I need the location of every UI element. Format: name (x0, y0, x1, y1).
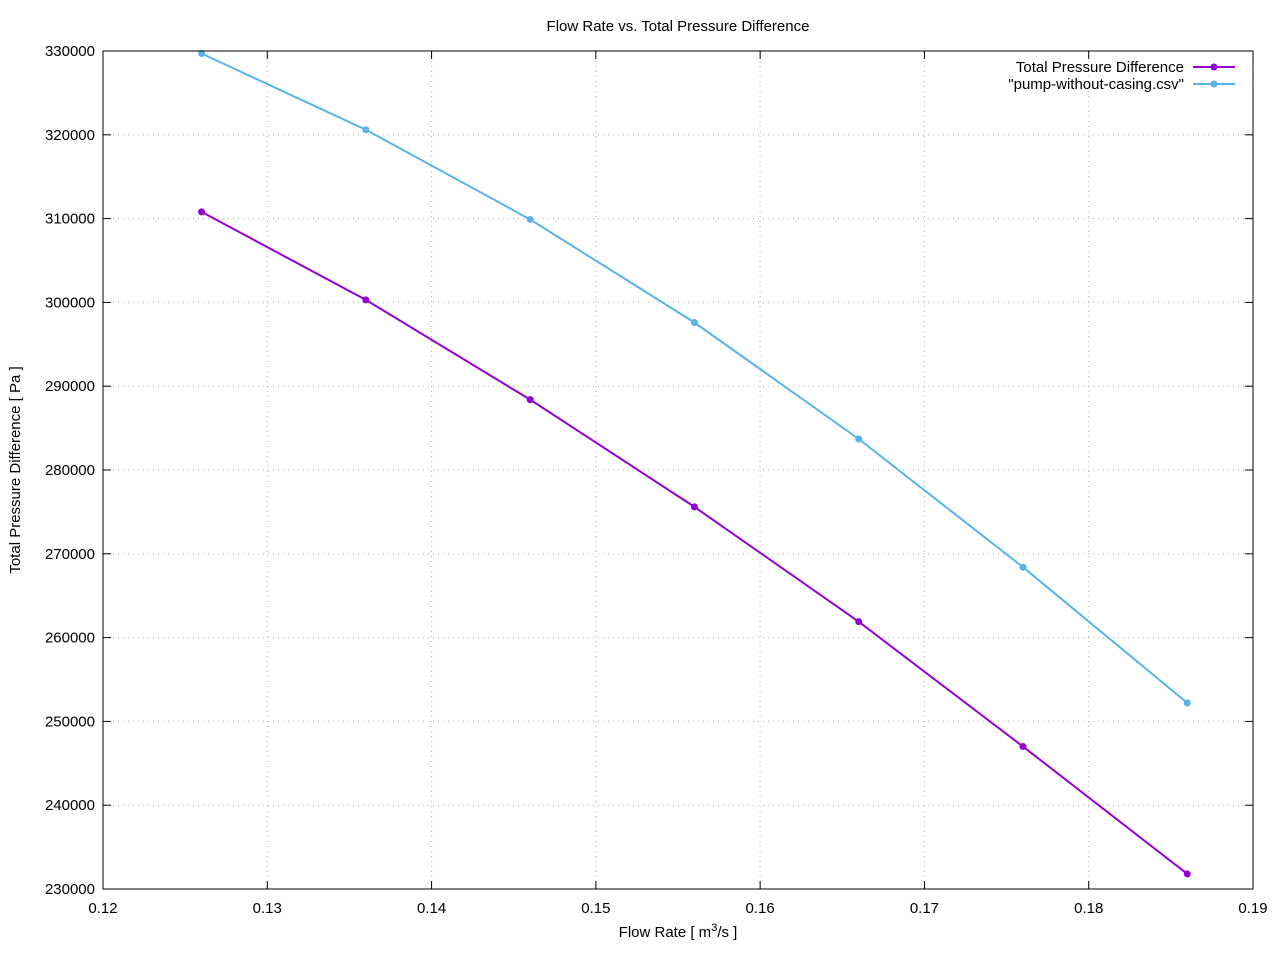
legend-label: Total Pressure Difference (1016, 59, 1184, 76)
legend-swatch-marker (1210, 80, 1218, 88)
grid (103, 51, 1253, 889)
y-tick-label: 240000 (45, 797, 95, 814)
data-point (1019, 563, 1027, 571)
y-tick-label: 300000 (45, 294, 95, 311)
x-tick-label: 0.17 (910, 900, 939, 917)
series-line (201, 211, 1188, 875)
y-tick-label: 310000 (45, 211, 95, 228)
data-point (855, 618, 863, 626)
legend-label: "pump-without-casing.csv" (1008, 76, 1184, 93)
y-tick-label: 250000 (45, 713, 95, 730)
y-tick-label: 270000 (45, 546, 95, 563)
data-point (1183, 870, 1191, 878)
x-tick-label: 0.16 (746, 900, 775, 917)
x-tick-label: 0.14 (417, 900, 446, 917)
x-axis-label: Flow Rate [ m3/s ] (619, 922, 738, 941)
legend: Total Pressure Difference"pump-without-c… (1008, 59, 1235, 93)
data-point (690, 503, 698, 511)
x-axis-label-sup: 3 (711, 922, 717, 934)
x-tick-label: 0.19 (1238, 900, 1267, 917)
y-tick-label: 320000 (45, 127, 95, 144)
data-point (526, 215, 534, 223)
data-point (690, 319, 698, 327)
series-layer (198, 50, 1191, 878)
y-tick-label: 230000 (45, 881, 95, 898)
series-2 (198, 50, 1191, 707)
x-axis-label-tail: /s ] (717, 924, 737, 941)
data-point (362, 296, 370, 304)
x-tick-label: 0.18 (1074, 900, 1103, 917)
y-tick-label: 280000 (45, 462, 95, 479)
x-tick-label: 0.15 (581, 900, 610, 917)
y-tick-label: 330000 (45, 43, 95, 60)
chart-title: Flow Rate vs. Total Pressure Difference (547, 18, 810, 35)
ticks: 0.12 0.13 0.14 0.15 0.16 0.17 0.18 0.19 230000 24… (45, 43, 1268, 917)
x-tick-label: 0.12 (88, 900, 117, 917)
data-point (526, 396, 534, 404)
data-point (1183, 699, 1191, 707)
x-tick-label: 0.13 (253, 900, 282, 917)
y-axis-label: Total Pressure Difference [ Pa ] (7, 366, 24, 573)
data-point (855, 435, 863, 443)
legend-swatch-marker (1210, 63, 1218, 71)
y-tick-label: 260000 (45, 630, 95, 647)
series-1 (198, 208, 1191, 878)
series-line (201, 52, 1188, 704)
legend-item: "pump-without-casing.csv" (1008, 76, 1235, 93)
data-point (198, 208, 206, 216)
data-point (1019, 743, 1027, 751)
y-tick-label: 290000 (45, 378, 95, 395)
data-point (198, 50, 206, 58)
legend-item: Total Pressure Difference (1016, 59, 1235, 76)
data-point (362, 126, 370, 134)
x-axis-label-main: Flow Rate [ m (619, 924, 712, 941)
